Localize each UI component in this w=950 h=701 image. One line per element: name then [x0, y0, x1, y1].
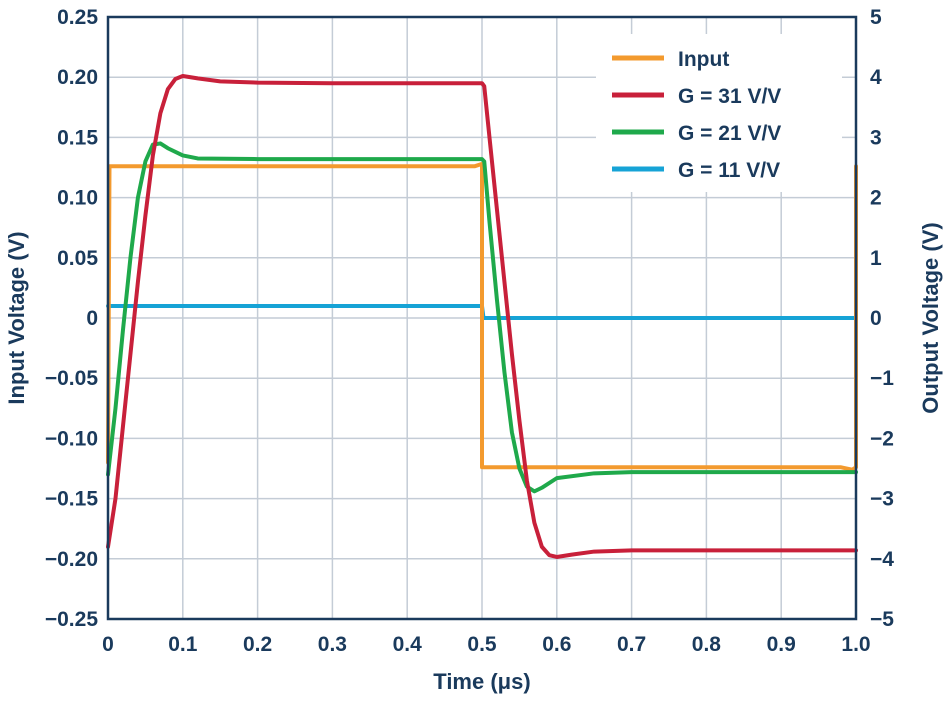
legend-label: G = 21 V/V [678, 122, 781, 145]
legend-label: Input [678, 48, 729, 71]
legend: Input G = 31 V/V G = 21 V/V G = 11 V/V [596, 34, 842, 192]
right-y-tick-label: 2 [870, 187, 882, 210]
legend-label: G = 31 V/V [678, 85, 781, 108]
right-y-tick-label: −1 [870, 367, 894, 390]
x-tick-label: 1.0 [841, 633, 870, 656]
x-axis-ticks: 0 0.1 0.2 0.3 0.4 0.5 0.6 0.7 0.8 0.9 1.0 [102, 633, 870, 656]
right-y-tick-label: −4 [870, 548, 894, 571]
left-y-tick-label: 0.05 [57, 247, 98, 270]
left-axis-title: Input Voltage (V) [4, 231, 29, 404]
right-y-tick-label: 1 [870, 247, 882, 270]
left-y-tick-label: −0.20 [45, 548, 98, 571]
legend-label: G = 11 V/V [678, 159, 780, 182]
left-y-tick-label: −0.25 [45, 608, 98, 631]
x-tick-label: 0.1 [168, 633, 198, 656]
x-tick-label: 0.2 [243, 633, 272, 656]
x-tick-label: 0.8 [692, 633, 722, 656]
x-tick-label: 0.7 [617, 633, 646, 656]
x-tick-label: 0.5 [467, 633, 497, 656]
left-y-tick-label: −0.10 [45, 427, 98, 450]
x-axis-title: Time (μs) [433, 669, 530, 694]
left-y-tick-label: −0.05 [45, 367, 98, 390]
x-tick-label: 0.4 [393, 633, 423, 656]
left-y-tick-label: 0.15 [57, 126, 98, 149]
x-tick-label: 0.3 [318, 633, 347, 656]
left-y-tick-label: 0 [86, 307, 98, 330]
right-y-tick-label: −5 [870, 608, 894, 631]
series-layer [106, 74, 858, 559]
left-y-tick-label: 0.25 [57, 6, 98, 29]
right-y-tick-label: −2 [870, 427, 894, 450]
right-y-tick-label: 4 [870, 66, 882, 89]
left-axis-ticks: 0.25 0.20 0.15 0.10 0.05 0 −0.05 −0.10 −0.15 −0.2… [45, 6, 98, 631]
series-line-1 [106, 74, 858, 559]
right-axis-title: Output Voltage (V) [918, 222, 943, 413]
right-y-tick-label: 0 [870, 307, 882, 330]
left-y-tick-label: −0.15 [45, 488, 98, 511]
right-y-tick-label: 5 [870, 6, 882, 29]
x-tick-label: 0.9 [767, 633, 796, 656]
series-line-2 [106, 141, 858, 494]
left-y-tick-label: 0.10 [57, 187, 98, 210]
x-tick-label: 0 [102, 633, 114, 656]
left-y-tick-label: 0.20 [57, 66, 98, 89]
plot-frame [106, 15, 858, 621]
x-tick-label: 0.6 [542, 633, 571, 656]
right-y-tick-label: 3 [870, 126, 882, 149]
right-axis-ticks: 5 4 3 2 1 0 −1 −2 −3 −4 −5 [870, 6, 894, 631]
right-y-tick-label: −3 [870, 488, 894, 511]
